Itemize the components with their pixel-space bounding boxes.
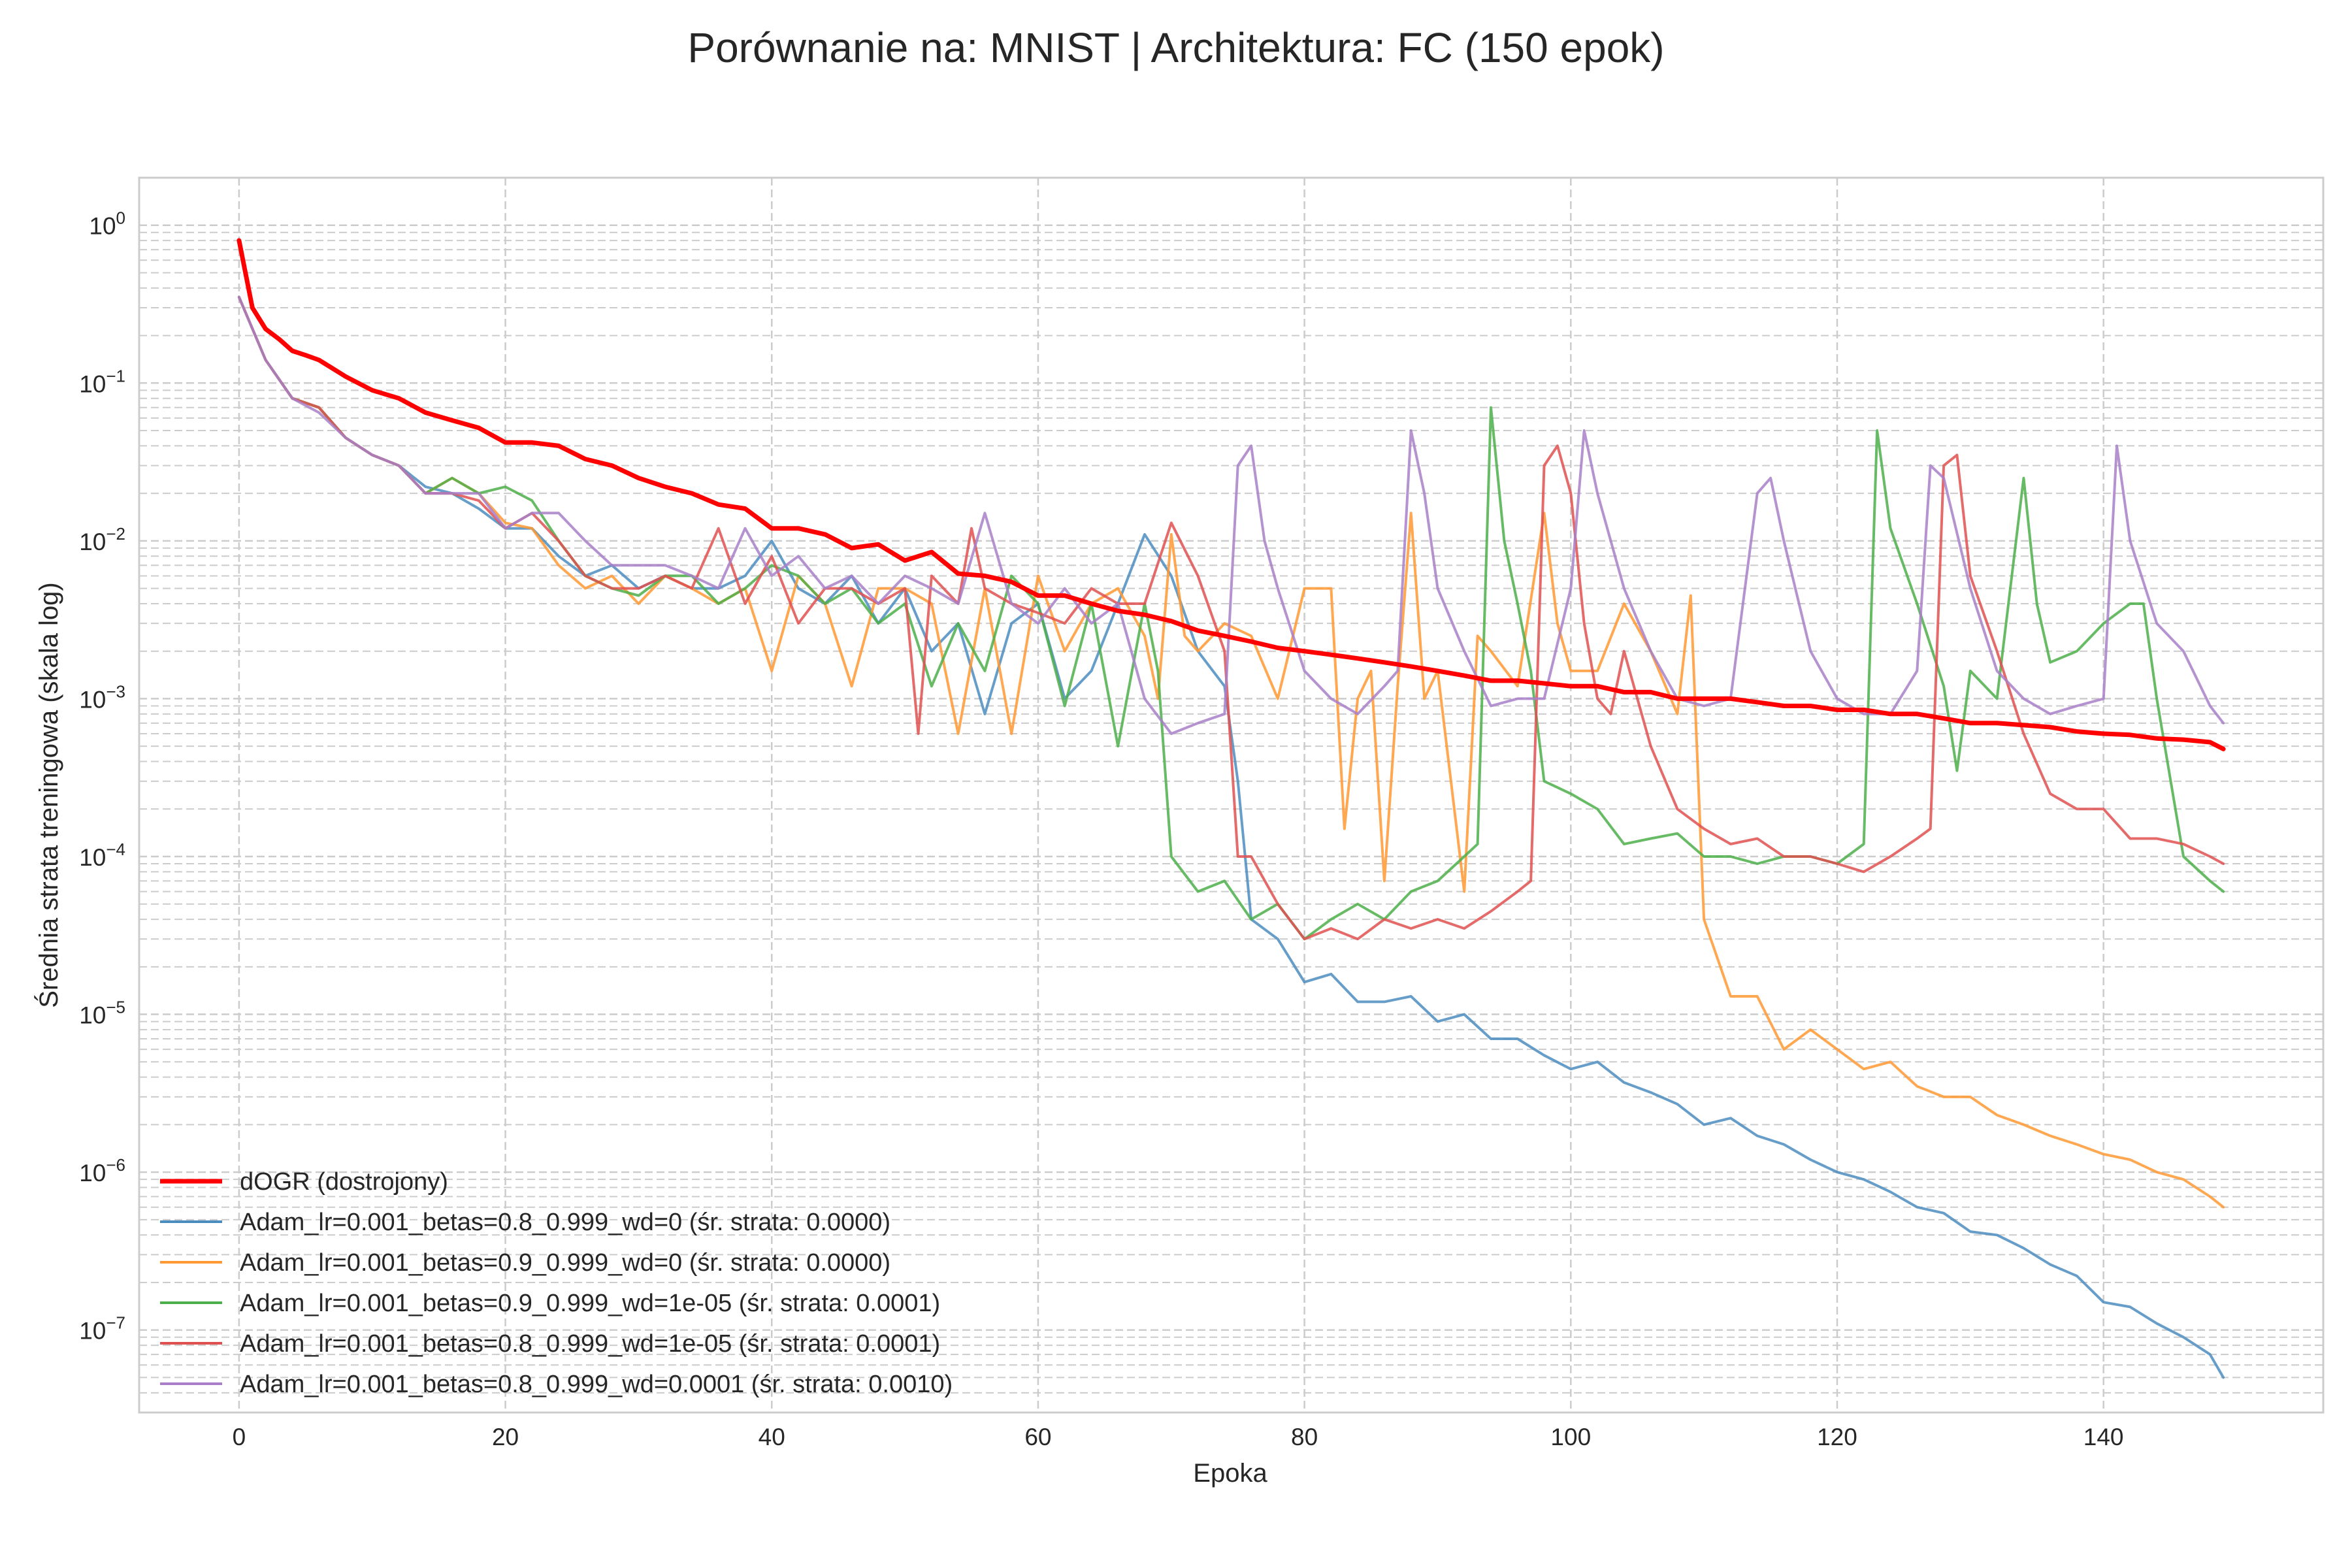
series-line-0 [237, 238, 2226, 751]
series-line-2 [237, 295, 2225, 1209]
chart-title: Porównanie na: MNIST | Architektura: FC … [687, 24, 1665, 71]
x-tick-label: 20 [492, 1424, 519, 1450]
y-tick-label: 10−2 [79, 524, 125, 555]
tick-layer: 0 20 40 60 80 100 120 140 10−7 10−6 10−5 10−4 10−3 10… [79, 208, 2123, 1450]
legend-label-0: dOGR (dostrojony) [240, 1168, 448, 1196]
x-tick-label: 40 [759, 1424, 785, 1450]
y-tick-label: 10−5 [79, 998, 125, 1029]
y-tick-label: 100 [89, 208, 125, 240]
y-tick-label: 10−6 [79, 1155, 125, 1186]
x-tick-label: 0 [233, 1424, 246, 1450]
legend-label-4: Adam_lr=0.001_betas=0.8_0.999_wd=1e-05 (… [240, 1330, 940, 1358]
y-tick-label: 10−4 [79, 840, 125, 871]
plot-area [138, 176, 2325, 1414]
x-tick-label: 60 [1024, 1424, 1051, 1450]
x-tick-label: 120 [1817, 1424, 1857, 1450]
y-tick-label: 10−7 [79, 1313, 125, 1345]
legend-label-2: Adam_lr=0.001_betas=0.9_0.999_wd=0 (śr. … [240, 1249, 890, 1277]
legend-label-1: Adam_lr=0.001_betas=0.8_0.999_wd=0 (śr. … [240, 1209, 890, 1236]
y-tick-label: 10−1 [79, 366, 125, 397]
x-tick-label: 80 [1291, 1424, 1318, 1450]
series-line-1 [237, 295, 2225, 1379]
x-tick-label: 140 [2083, 1424, 2124, 1450]
y-axis-label: Średnia strata treningowa (skala log) [33, 582, 63, 1007]
series-line-4 [237, 295, 2225, 941]
y-tick-label: 10−3 [79, 681, 125, 713]
legend-label-5: Adam_lr=0.001_betas=0.8_0.999_wd=0.0001 … [240, 1371, 953, 1398]
x-tick-label: 100 [1550, 1424, 1591, 1450]
series-layer [237, 238, 2226, 1379]
legend-label-3: Adam_lr=0.001_betas=0.9_0.999_wd=1e-05 (… [240, 1290, 940, 1317]
x-axis-label: Epoka [1193, 1459, 1267, 1488]
series-line-5 [237, 295, 2225, 735]
legend: dOGR (dostrojony) Adam_lr=0.001_betas=0.8… [160, 1168, 953, 1398]
